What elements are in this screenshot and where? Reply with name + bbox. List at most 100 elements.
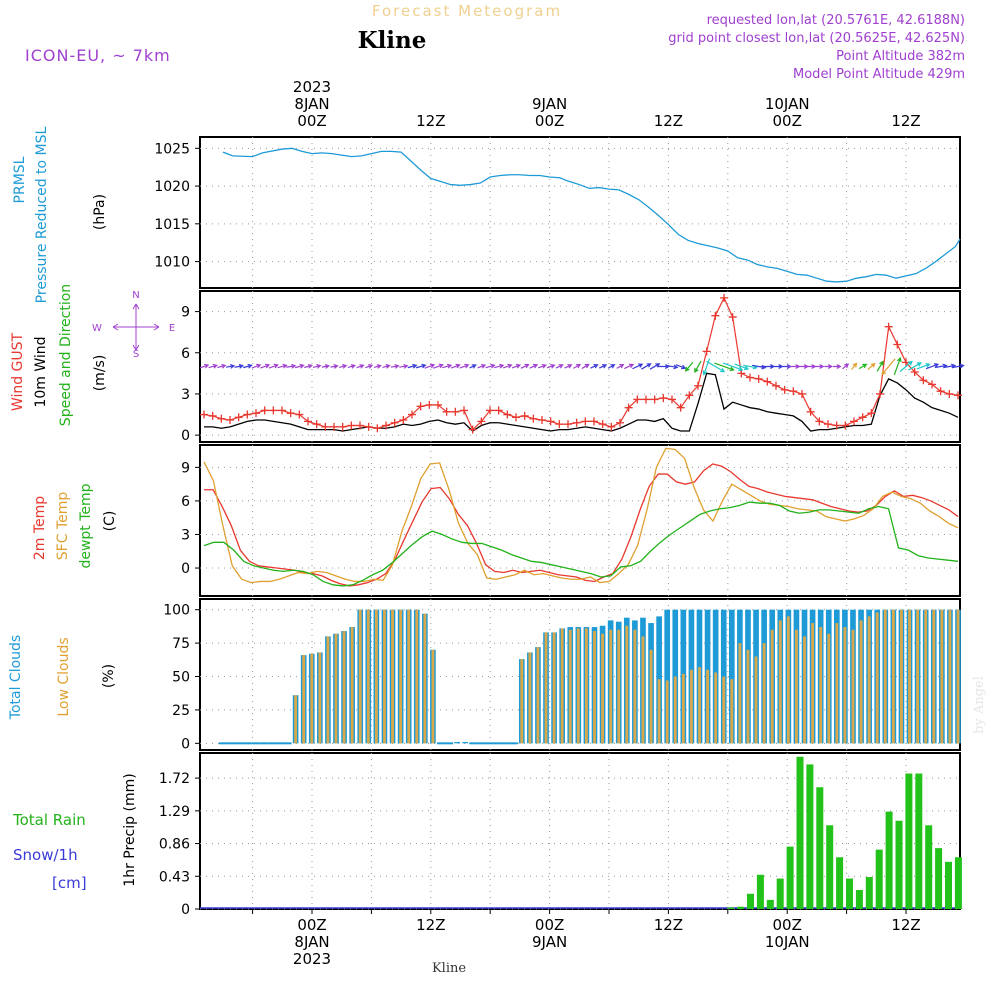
gust-marker: [564, 420, 572, 429]
gust-marker: [512, 413, 520, 422]
wind-direction-arrow: [881, 358, 896, 376]
wind-direction-arrow: [842, 363, 850, 370]
watermark: by Angel: [972, 676, 987, 734]
wind-direction-arrow: [511, 363, 522, 369]
wind-direction-arrow: [433, 363, 444, 369]
temp-line-tsfc: [203, 447, 959, 584]
wind-direction-arrow: [806, 364, 817, 369]
low-cloud-bar: [883, 609, 887, 744]
wind-direction-arrow: [450, 363, 461, 369]
wind-direction-arrow: [796, 364, 809, 369]
temperature-panel: 0 3 6 9: [181, 444, 961, 597]
wind-direction-arrow: [908, 362, 922, 371]
y-tick-label: 3: [181, 527, 190, 543]
bottom-time-label: 12Z: [891, 916, 920, 934]
gust-marker: [295, 410, 304, 419]
low-cloud-bar: [746, 649, 750, 744]
model-altitude: Model Point Altitude 429m: [793, 67, 965, 82]
footer-station: Kline: [432, 961, 466, 976]
wind-direction-arrow: [632, 363, 644, 370]
gust-marker: [494, 406, 503, 415]
gust-marker: [876, 389, 884, 398]
wind-direction-arrow: [286, 363, 297, 369]
gust-marker: [468, 425, 477, 434]
rain-bar: [747, 893, 754, 909]
rain-bar: [945, 861, 952, 909]
gust-marker: [659, 394, 668, 403]
wind-direction-arrow: [312, 364, 322, 369]
wind-direction-arrow: [217, 363, 227, 369]
gust-marker: [780, 385, 789, 394]
low-cloud-bar: [576, 628, 580, 744]
gust-marker: [728, 313, 737, 322]
wind-direction-arrow: [833, 364, 842, 369]
panel-frame: [199, 752, 961, 910]
wind-direction-arrow: [734, 363, 750, 371]
wind-direction-arrow: [356, 364, 365, 369]
low-cloud-bar: [900, 609, 903, 744]
wind-direction-arrow: [365, 364, 374, 369]
gust-marker: [763, 377, 772, 386]
wind-direction-arrow: [666, 364, 679, 370]
wind-direction-arrow: [347, 364, 357, 369]
wind-panel: 0 3 6 9: [181, 290, 965, 444]
rain-bar: [846, 878, 853, 909]
top-time-label: 00Z: [773, 112, 802, 130]
top-time-label: 10JAN: [765, 95, 810, 113]
wind-direction-arrow: [485, 363, 496, 369]
low-cloud-bar: [835, 623, 839, 744]
bottom-time-label: 00Z: [535, 916, 564, 934]
wind-direction-arrow: [399, 363, 409, 369]
total-cloud-bar: [462, 741, 469, 744]
low-cloud-bar: [415, 609, 419, 744]
wind-direction-arrow: [590, 363, 599, 369]
low-cloud-bar: [827, 633, 831, 744]
low-cloud-bar: [584, 628, 588, 744]
low-cloud-bar: [649, 649, 653, 744]
wind-direction-arrow: [684, 361, 694, 372]
top-time-label: 2023: [293, 78, 331, 96]
gust-marker: [685, 391, 694, 400]
wind-direction-arrow: [208, 363, 218, 369]
wind-direction-arrow: [390, 363, 400, 369]
low-cloud-bar: [383, 609, 386, 744]
bottom-time-label: 10JAN: [765, 933, 810, 951]
low-cloud-bar: [544, 632, 548, 744]
gust-marker: [286, 409, 295, 418]
top-time-label: 12Z: [416, 112, 445, 130]
low-cloud-bar: [601, 633, 604, 744]
gust-marker: [477, 417, 486, 426]
low-cloud-bar: [310, 653, 314, 744]
gust-marker: [598, 420, 607, 429]
rain-bar: [756, 874, 764, 909]
low-cloud-bar: [948, 609, 952, 744]
gust-marker: [208, 411, 217, 420]
gust-marker: [390, 418, 399, 427]
low-cloud-bar: [754, 656, 758, 744]
bottom-time-label: 00Z: [297, 916, 326, 934]
gust-marker: [503, 410, 512, 419]
y-tick-label: 75: [172, 636, 190, 652]
rain-bar: [935, 848, 943, 909]
compass-s: S: [133, 349, 139, 360]
wind-direction-arrow: [415, 363, 427, 369]
y-tick-label: 0: [181, 428, 190, 444]
low-cloud-bar: [536, 647, 540, 744]
low-cloud-bar: [843, 627, 847, 744]
low-cloud-bar: [875, 612, 879, 744]
temp-line-t2m: [204, 463, 959, 587]
gust-marker: [217, 414, 226, 423]
rain-bar: [826, 825, 834, 909]
grid-point-coords: grid point closest lon,lat (20.5625E, 42…: [668, 31, 965, 46]
wind-direction-arrow: [304, 363, 313, 369]
gust-marker: [338, 422, 347, 431]
wind-direction-arrow: [260, 363, 271, 369]
gust-marker: [234, 413, 243, 422]
y-tick-label: 1025: [154, 141, 190, 157]
y-tick-label: 0: [181, 902, 190, 918]
rain-bar: [816, 787, 824, 909]
wind-direction-arrow: [477, 363, 487, 369]
gust-marker: [668, 395, 676, 404]
top-time-label: 8JAN: [294, 95, 329, 113]
